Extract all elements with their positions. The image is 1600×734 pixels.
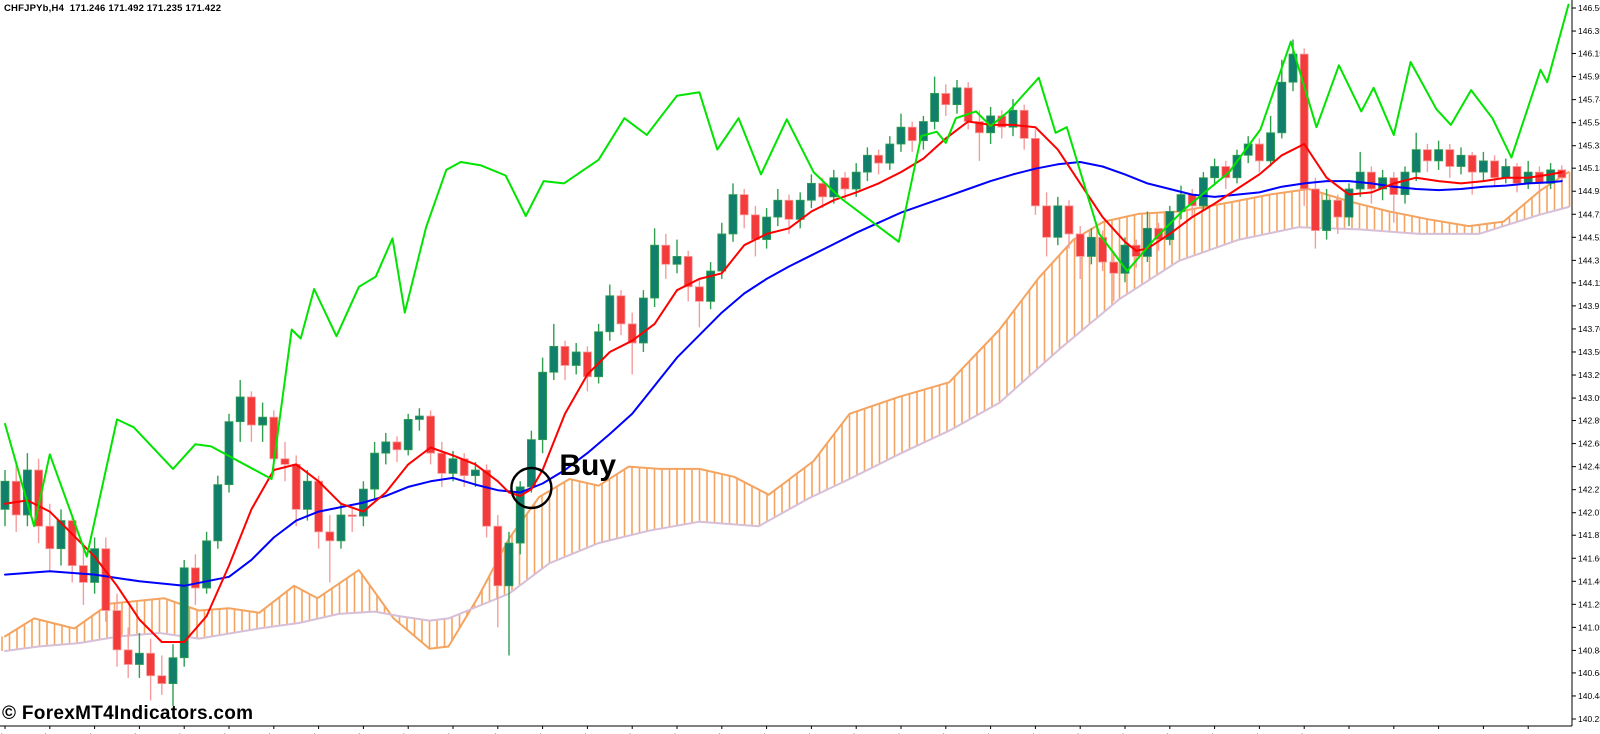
svg-text:145.950: 145.950 xyxy=(1578,72,1600,82)
svg-text:143.500: 143.500 xyxy=(1578,347,1600,357)
svg-text:2 Mar 08:00: 2 Mar 08:00 xyxy=(1419,732,1459,734)
watermark-text: © ForexMT4Indicators.com xyxy=(2,703,254,724)
svg-text:145.540: 145.540 xyxy=(1578,118,1600,128)
svg-text:140.845: 140.845 xyxy=(1578,645,1600,655)
svg-text:15 Feb 16:00: 15 Feb 16:00 xyxy=(700,732,744,734)
svg-text:1 Feb 16:00: 1 Feb 16:00 xyxy=(30,732,70,734)
svg-text:17 Feb 16:00: 17 Feb 16:00 xyxy=(834,732,878,734)
svg-text:144.520: 144.520 xyxy=(1578,232,1600,242)
svg-text:1 Mar 00:00: 1 Mar 00:00 xyxy=(1329,732,1369,734)
svg-text:141.255: 141.255 xyxy=(1578,599,1600,609)
svg-text:1 Feb 2023: 1 Feb 2023 xyxy=(0,732,24,734)
svg-text:8 Feb 08:00: 8 Feb 08:00 xyxy=(343,732,383,734)
svg-text:143.705: 143.705 xyxy=(1578,324,1600,334)
svg-text:23 Feb 16:00: 23 Feb 16:00 xyxy=(1103,732,1147,734)
svg-text:144.115: 144.115 xyxy=(1578,278,1600,288)
svg-text:27 Feb 16:00: 27 Feb 16:00 xyxy=(1237,732,1281,734)
svg-text:9 Feb 00:00: 9 Feb 00:00 xyxy=(388,732,428,734)
price-axis: 146.560 146.355 146.155 145.950 145.745 145.5… xyxy=(1572,3,1600,724)
svg-text:23 Feb 00:00: 23 Feb 00:00 xyxy=(1058,732,1102,734)
svg-text:140.235: 140.235 xyxy=(1578,714,1600,724)
buy-annotation-label: Buy xyxy=(559,448,617,482)
svg-text:142.070: 142.070 xyxy=(1578,508,1600,518)
svg-text:16 Feb 08:00: 16 Feb 08:00 xyxy=(744,732,788,734)
svg-text:141.870: 141.870 xyxy=(1578,530,1600,540)
svg-text:140.440: 140.440 xyxy=(1578,691,1600,701)
svg-text:144.315: 144.315 xyxy=(1578,255,1600,265)
svg-text:146.355: 146.355 xyxy=(1578,26,1600,36)
svg-text:22 Feb 08:00: 22 Feb 08:00 xyxy=(1013,732,1057,734)
svg-text:143.910: 143.910 xyxy=(1578,301,1600,311)
svg-text:141.665: 141.665 xyxy=(1578,553,1600,563)
svg-text:9 Feb 16:00: 9 Feb 16:00 xyxy=(433,732,473,734)
svg-text:145.335: 145.335 xyxy=(1578,141,1600,151)
svg-text:3 Feb 16:00: 3 Feb 16:00 xyxy=(164,732,204,734)
svg-text:144.725: 144.725 xyxy=(1578,209,1600,219)
svg-text:21 Feb 16:00: 21 Feb 16:00 xyxy=(968,732,1012,734)
svg-text:144.930: 144.930 xyxy=(1578,186,1600,196)
svg-text:15 Feb 00:00: 15 Feb 00:00 xyxy=(655,732,699,734)
svg-text:14 Feb 08:00: 14 Feb 08:00 xyxy=(610,732,654,734)
svg-text:24 Feb 08:00: 24 Feb 08:00 xyxy=(1148,732,1192,734)
svg-text:145.745: 145.745 xyxy=(1578,95,1600,105)
svg-text:13 Feb 16:00: 13 Feb 16:00 xyxy=(565,732,609,734)
svg-text:141.050: 141.050 xyxy=(1578,622,1600,632)
svg-text:27 Feb 00:00: 27 Feb 00:00 xyxy=(1192,732,1236,734)
svg-text:142.685: 142.685 xyxy=(1578,439,1600,449)
svg-text:146.560: 146.560 xyxy=(1578,3,1600,13)
svg-text:142.480: 142.480 xyxy=(1578,462,1600,472)
svg-text:143.090: 143.090 xyxy=(1578,393,1600,403)
svg-text:143.295: 143.295 xyxy=(1578,370,1600,380)
svg-text:140.645: 140.645 xyxy=(1578,668,1600,678)
svg-text:20 Feb 08:00: 20 Feb 08:00 xyxy=(879,732,923,734)
svg-text:10 Feb 08:00: 10 Feb 08:00 xyxy=(476,732,520,734)
svg-text:3 Mar 00:00: 3 Mar 00:00 xyxy=(1463,732,1503,734)
svg-text:7 Feb 16:00: 7 Feb 16:00 xyxy=(299,732,339,734)
svg-text:28 Feb 08:00: 28 Feb 08:00 xyxy=(1282,732,1326,734)
svg-text:142.890: 142.890 xyxy=(1578,416,1600,426)
svg-text:146.155: 146.155 xyxy=(1578,49,1600,59)
svg-text:1 Mar 16:00: 1 Mar 16:00 xyxy=(1374,732,1414,734)
svg-text:142.275: 142.275 xyxy=(1578,485,1600,495)
svg-text:7 Feb 00:00: 7 Feb 00:00 xyxy=(254,732,294,734)
svg-text:3 Mar 16:00: 3 Mar 16:00 xyxy=(1508,732,1548,734)
svg-text:145.135: 145.135 xyxy=(1578,163,1600,173)
svg-text:2 Feb 08:00: 2 Feb 08:00 xyxy=(75,732,115,734)
svg-text:17 Feb 00:00: 17 Feb 00:00 xyxy=(789,732,833,734)
svg-text:13 Feb 00:00: 13 Feb 00:00 xyxy=(520,732,564,734)
svg-text:21 Feb 00:00: 21 Feb 00:00 xyxy=(924,732,968,734)
symbol-ohlc-header: CHFJPYb,H4 171.246 171.492 171.235 171.4… xyxy=(4,3,222,14)
svg-text:6 Feb 08:00: 6 Feb 08:00 xyxy=(209,732,249,734)
time-axis: 1 Feb 2023 1 Feb 16:00 2 Feb 08:00 3 Feb 00… xyxy=(0,726,1548,734)
svg-text:3 Feb 00:00: 3 Feb 00:00 xyxy=(119,732,159,734)
svg-text:141.460: 141.460 xyxy=(1578,576,1600,586)
